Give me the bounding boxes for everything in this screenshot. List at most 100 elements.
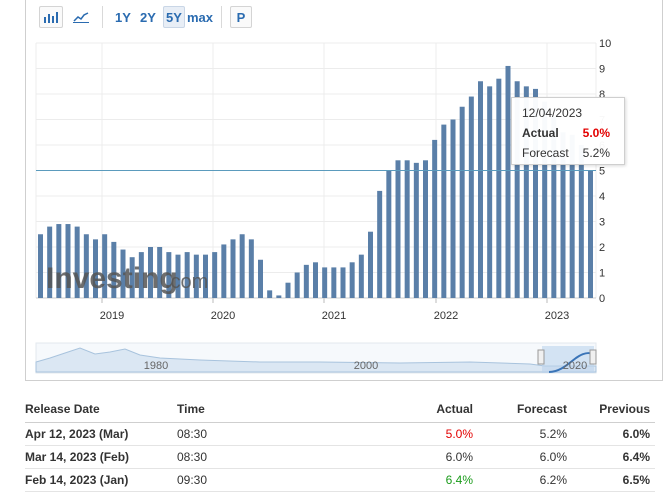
- bar: [258, 259, 263, 298]
- release-time: 08:30: [177, 450, 208, 464]
- bar: [377, 190, 383, 298]
- bar: [340, 267, 346, 298]
- header-previous: Previous: [599, 402, 650, 416]
- y-axis-labels: 012345678910: [599, 38, 611, 305]
- bar: [221, 244, 227, 298]
- x-tick-label: 2019: [100, 310, 124, 322]
- range-5y-button[interactable]: 5Y: [163, 6, 185, 28]
- bar: [459, 106, 465, 298]
- bar: [248, 239, 254, 298]
- watermark-brand: Investing: [46, 262, 178, 295]
- tooltip-forecast-value: 5.2%: [582, 146, 610, 160]
- bar: [450, 119, 456, 298]
- bar: [157, 247, 163, 298]
- bar: [514, 81, 520, 298]
- bar: [441, 124, 447, 298]
- time-navigator[interactable]: 1980 2000 2020: [35, 342, 597, 374]
- bar: [395, 160, 401, 298]
- y-tick-label: 9: [599, 64, 605, 76]
- previous-value: 6.5%: [622, 473, 650, 487]
- navigator-label: 2020: [563, 360, 587, 372]
- range-2y-button[interactable]: 2Y: [140, 9, 156, 25]
- bar: [322, 267, 328, 298]
- header-time: Time: [177, 402, 205, 416]
- tooltip-actual-value: 5.0%: [582, 126, 610, 140]
- tooltip-date: 12/04/2023: [522, 106, 583, 120]
- data-tooltip: 12/04/2023 Actual 5.0% Forecast 5.2%: [511, 97, 625, 165]
- x-tick-label: 2020: [211, 310, 235, 322]
- navigator-selection[interactable]: [542, 346, 594, 373]
- y-tick-label: 5: [599, 166, 605, 178]
- bar: [468, 96, 474, 298]
- bar: [313, 262, 318, 298]
- bar: [74, 226, 80, 298]
- navigator-right-handle[interactable]: [589, 349, 597, 365]
- y-tick-label: 1: [599, 268, 605, 280]
- bar: [230, 239, 236, 298]
- bar: [569, 134, 575, 298]
- x-tick-label: 2022: [434, 310, 458, 322]
- bar: [358, 254, 364, 298]
- bar: [560, 132, 566, 298]
- bar: [175, 254, 181, 298]
- navigator-label: 1980: [144, 360, 168, 372]
- release-date: Mar 14, 2023 (Feb): [25, 450, 130, 464]
- release-time: 08:30: [177, 427, 208, 441]
- previous-value: 6.0%: [622, 427, 650, 441]
- actual-value: 5.0%: [445, 427, 473, 441]
- bar: [47, 226, 53, 298]
- bar: [487, 86, 493, 298]
- bar: [276, 295, 282, 298]
- bar: [38, 234, 43, 298]
- release-time: 09:30: [177, 473, 208, 487]
- bar: [331, 267, 337, 298]
- release-date: Apr 12, 2023 (Mar): [25, 427, 129, 441]
- bar: [267, 290, 273, 298]
- x-tick-label: 2021: [322, 310, 346, 322]
- bar: [386, 170, 392, 298]
- bar: [432, 139, 438, 298]
- line-chart-type-button[interactable]: [69, 6, 93, 28]
- tooltip-actual-label: Actual: [522, 126, 559, 140]
- bar: [102, 234, 108, 298]
- bar: [285, 282, 291, 298]
- actual-value: 6.0%: [445, 450, 473, 464]
- x-axis-labels: 2019 2020 2021 2022 2023: [100, 310, 569, 322]
- bar: [496, 78, 502, 298]
- cpi-bar-chart: Investing .com 012345678910 201920202021…: [35, 38, 611, 374]
- header-forecast: Forecast: [516, 402, 567, 416]
- bar: [65, 224, 71, 298]
- bar: [184, 252, 190, 298]
- bar: [303, 264, 309, 298]
- bar: [523, 86, 529, 298]
- bars: [38, 65, 593, 299]
- bar-chart-type-button[interactable]: [39, 6, 63, 28]
- range-max-button[interactable]: max: [186, 9, 214, 25]
- p-button[interactable]: P: [230, 6, 252, 28]
- y-tick-label: 2: [599, 242, 605, 254]
- range-1y-button[interactable]: 1Y: [115, 9, 131, 25]
- toolbar-divider: [221, 6, 222, 28]
- bar: [505, 65, 511, 298]
- bar: [212, 252, 218, 298]
- bar: [588, 170, 593, 298]
- bar: [129, 257, 135, 298]
- chart-toolbar: 1Y 2Y 5Y max P: [0, 0, 664, 34]
- forecast-value: 6.0%: [539, 450, 567, 464]
- bar: [578, 145, 584, 298]
- x-tick-label: 2023: [545, 310, 569, 322]
- y-tick-label: 0: [599, 293, 605, 305]
- table-row: Apr 12, 2023 (Mar) 08:30 5.0% 5.2% 6.0%: [25, 423, 655, 446]
- bar: [56, 224, 62, 298]
- y-tick-label: 4: [599, 191, 605, 203]
- release-date: Feb 14, 2023 (Jan): [25, 473, 129, 487]
- forecast-value: 5.2%: [539, 427, 567, 441]
- bar: [138, 252, 144, 298]
- release-history-table: Release Date Time Actual Forecast Previo…: [25, 398, 655, 492]
- bar: [120, 249, 126, 298]
- previous-value: 6.4%: [622, 450, 650, 464]
- chart-panel: [25, 0, 663, 381]
- investing-watermark: Investing .com: [46, 262, 208, 295]
- bar: [533, 88, 538, 299]
- navigator-left-handle[interactable]: [537, 349, 545, 365]
